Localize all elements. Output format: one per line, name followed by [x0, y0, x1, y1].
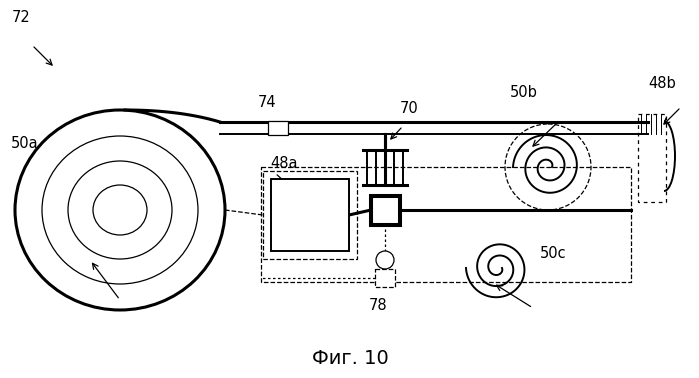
Bar: [375, 269, 395, 287]
Text: 50b: 50b: [510, 85, 538, 100]
Text: 50c: 50c: [540, 246, 567, 261]
Text: 74: 74: [258, 95, 276, 110]
Bar: [371, 196, 399, 224]
Text: 48a: 48a: [270, 156, 298, 171]
Bar: [261, 167, 631, 282]
Text: 70: 70: [400, 101, 419, 116]
Text: 48b: 48b: [648, 76, 676, 91]
Text: 78: 78: [368, 298, 387, 313]
Circle shape: [376, 251, 394, 269]
Text: 72: 72: [12, 10, 31, 25]
Bar: [271, 179, 349, 251]
Bar: [268, 121, 288, 135]
Bar: [638, 114, 666, 202]
Bar: [263, 171, 357, 259]
Text: Фиг. 10: Фиг. 10: [312, 349, 389, 367]
Bar: [370, 195, 400, 225]
Text: 50a: 50a: [11, 136, 38, 151]
